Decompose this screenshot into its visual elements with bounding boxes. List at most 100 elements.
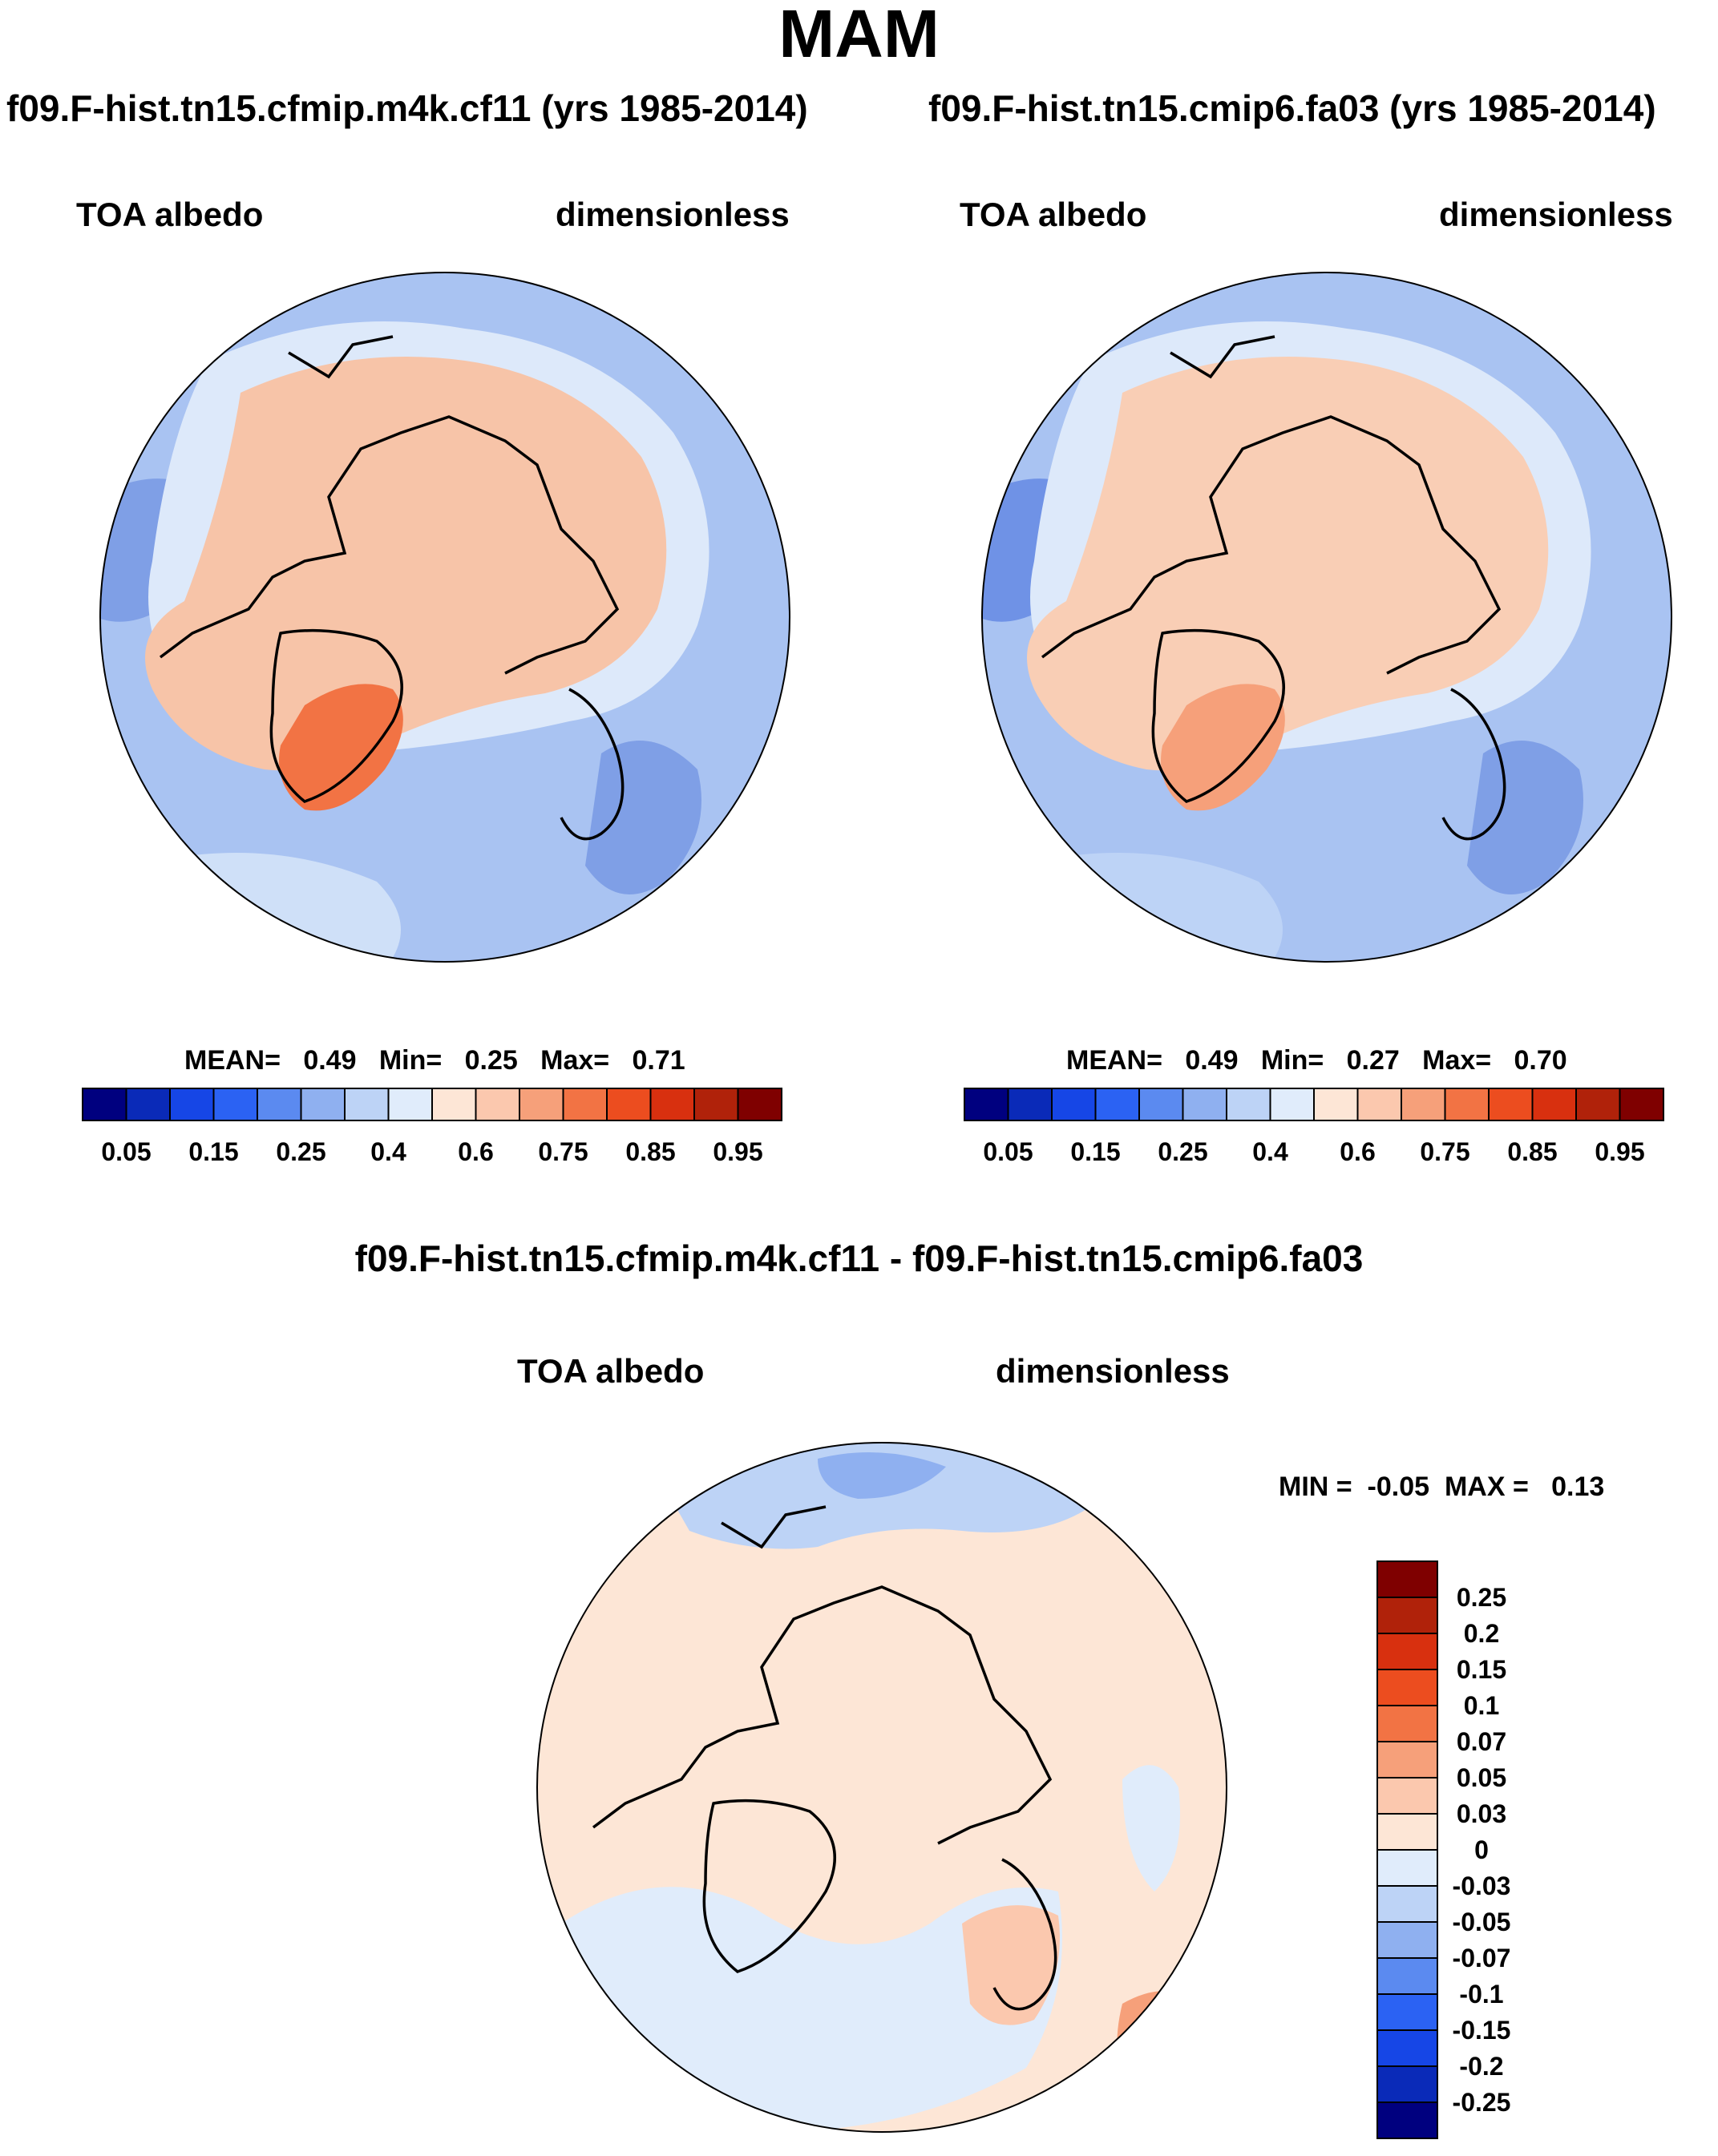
colorbar-box	[1444, 1088, 1490, 1121]
colorbar-tick-label: 0.03	[1457, 1799, 1506, 1828]
min-label: MIN =	[1279, 1472, 1352, 1502]
colorbar-tick-label: 0.25	[1158, 1137, 1207, 1166]
panel-2-variable-label: TOA albedo	[960, 196, 1147, 233]
colorbar-diff: -0.25 -0.2 -0.15 -0.1 -0.07 -0.05 -0.03 0 0.03 0.…	[1376, 1560, 1511, 2139]
colorbar-box	[1007, 1088, 1053, 1121]
diff-units-label: dimensionless	[996, 1352, 1230, 1390]
panel-2-units-label: dimensionless	[1439, 196, 1673, 233]
min-label: Min=	[378, 1045, 443, 1076]
colorbar-box	[1376, 2065, 1438, 2103]
colorbar-box	[1376, 1885, 1438, 1923]
mean-label: MEAN=	[1066, 1045, 1162, 1076]
colorbar-box	[606, 1088, 652, 1121]
colorbar-box	[964, 1088, 1009, 1121]
colorbar-box	[1094, 1088, 1140, 1121]
colorbar-box	[1488, 1088, 1534, 1121]
colorbar-2: 0.05 0.15 0.25 0.4 0.6 0.75 0.85 0.95	[964, 1088, 1664, 1166]
mean-label: MEAN=	[184, 1045, 281, 1076]
greenland-albedo	[1161, 684, 1285, 811]
max-value: 0.13	[1551, 1472, 1605, 1502]
map-boundary	[99, 272, 790, 963]
colorbar-box	[475, 1088, 520, 1121]
panel-1-variable-label: TOA albedo	[76, 196, 264, 233]
colorbar-box	[1619, 1088, 1664, 1121]
colorbar-tick-label: -0.2	[1459, 2052, 1503, 2081]
colorbar-box	[1269, 1088, 1315, 1121]
colorbar-box	[344, 1088, 390, 1121]
panel-1-case-title: f09.F-hist.tn15.cfmip.m4k.cf11 (yrs 1985…	[6, 87, 808, 129]
colorbar-tick-label: 0.1	[1464, 1691, 1499, 1720]
panel-2-stats: MEAN= 0.49 Min= 0.27 Max= 0.70	[1066, 1044, 1567, 1076]
colorbar-box	[125, 1088, 171, 1121]
positive-diff-region	[1117, 1991, 1219, 2116]
colorbar-box	[1376, 1560, 1438, 1598]
colorbar-box	[82, 1088, 127, 1121]
colorbar-tick-label: 0.15	[1070, 1137, 1120, 1166]
colorbar-tick-label: 0.2	[1464, 1619, 1499, 1648]
colorbar-box	[737, 1088, 782, 1121]
panel-1-map	[99, 272, 790, 963]
low-albedo-region	[585, 741, 701, 894]
colorbar-labels: 0.05 0.15 0.25 0.4 0.6 0.75 0.85 0.95	[101, 1137, 762, 1166]
map-boundary	[981, 272, 1672, 963]
colorbar-box	[1313, 1088, 1359, 1121]
colorbar-box	[257, 1088, 302, 1121]
colorbar-tick-label: 0.6	[458, 1137, 493, 1166]
min-label: Min=	[1260, 1045, 1324, 1076]
colorbar-box	[1575, 1088, 1621, 1121]
colorbar-tick-label: 0.05	[1457, 1763, 1506, 1792]
mean-value: 0.49	[1185, 1045, 1239, 1076]
colorbar-tick-label: 0.07	[1457, 1727, 1506, 1756]
colorbar-box	[1376, 1993, 1438, 2031]
negative-diff-region	[818, 1452, 946, 1499]
colorbar-box	[1376, 1957, 1438, 1995]
figure-title: MAM	[778, 0, 940, 71]
max-label: Max=	[540, 1045, 610, 1076]
colorbar-box	[519, 1088, 564, 1121]
colorbar-box	[387, 1088, 433, 1121]
colorbar-tick-label: 0.25	[1457, 1583, 1506, 1612]
colorbar-box	[1401, 1088, 1446, 1121]
panel-1-units-label: dimensionless	[556, 196, 790, 233]
panel-1-stats: MEAN= 0.49 Min= 0.25 Max= 0.71	[184, 1044, 685, 1076]
colorbar-box	[300, 1088, 346, 1121]
colorbar-box	[693, 1088, 739, 1121]
coastlines	[1041, 335, 1506, 841]
positive-diff-region	[962, 1905, 1060, 2025]
colorbar-tick-label: 0.85	[625, 1137, 675, 1166]
colorbar-tick-label: -0.07	[1453, 1944, 1511, 1972]
mean-value: 0.49	[303, 1045, 357, 1076]
colorbar-box	[1376, 1633, 1438, 1670]
colorbar-tick-label: -0.03	[1453, 1871, 1511, 1900]
colorbar-box	[1376, 1705, 1438, 1742]
colorbar-box	[1376, 1777, 1438, 1815]
colorbar-tick-label: 0.4	[370, 1137, 406, 1166]
greenland-albedo	[279, 684, 403, 811]
colorbar-box	[1051, 1088, 1097, 1121]
colorbar-tick-label: 0.75	[538, 1137, 588, 1166]
colorbar-box	[1226, 1088, 1271, 1121]
colorbar-tick-label: 0.4	[1252, 1137, 1288, 1166]
colorbar-box	[169, 1088, 215, 1121]
low-albedo-region	[1467, 741, 1583, 894]
max-value: 0.70	[1514, 1045, 1567, 1076]
colorbar-box	[1376, 1741, 1438, 1778]
colorbar-tick-label: 0.15	[1457, 1655, 1506, 1684]
diff-title: f09.F-hist.tn15.cfmip.m4k.cf11 - f09.F-h…	[354, 1237, 1364, 1279]
colorbar-box	[431, 1088, 477, 1121]
colorbar-tick-label: -0.05	[1453, 1908, 1511, 1936]
colorbar-tick-label: 0.25	[276, 1137, 325, 1166]
colorbar-box	[562, 1088, 608, 1121]
colorbar-box	[1376, 1813, 1438, 1851]
colorbar-box	[1531, 1088, 1577, 1121]
colorbar-box	[649, 1088, 695, 1121]
colorbar-boxes	[964, 1088, 1664, 1121]
min-value: 0.25	[464, 1045, 518, 1076]
colorbar-box	[1138, 1088, 1184, 1121]
diff-variable-label: TOA albedo	[517, 1352, 705, 1390]
colorbar-tick-label: -0.1	[1459, 1980, 1503, 2009]
colorbar-box	[1376, 1849, 1438, 1887]
min-value: -0.05	[1367, 1472, 1430, 1502]
min-value: 0.27	[1346, 1045, 1400, 1076]
colorbar-tick-label: -0.25	[1453, 2088, 1511, 2117]
